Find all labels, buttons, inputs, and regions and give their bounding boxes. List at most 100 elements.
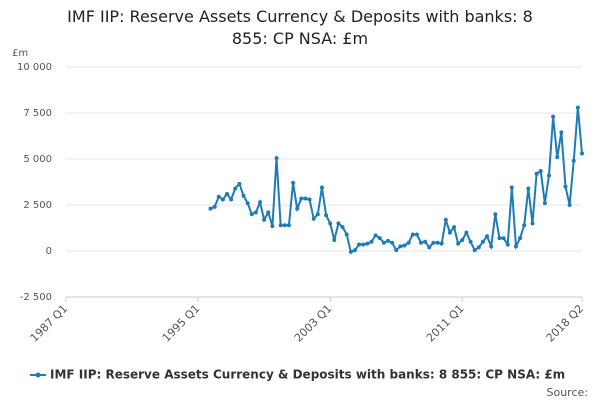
y-tick-label: -2 500: [20, 292, 52, 303]
point: [229, 197, 234, 202]
point: [332, 237, 337, 242]
point: [365, 241, 370, 246]
point: [233, 186, 238, 191]
point: [571, 158, 576, 163]
point: [394, 248, 399, 253]
point: [381, 240, 386, 245]
point: [468, 239, 473, 244]
point: [443, 217, 448, 222]
point: [336, 221, 341, 226]
point: [340, 225, 345, 230]
point: [410, 232, 415, 237]
point: [344, 232, 349, 237]
point: [241, 193, 246, 198]
point: [456, 241, 461, 246]
legend-label: IMF IIP: Reserve Assets Currency & Depos…: [50, 368, 565, 382]
y-tick-label: 10 000: [17, 62, 52, 73]
y-tick-label: 2 500: [23, 200, 52, 211]
point: [452, 225, 457, 230]
point: [319, 185, 324, 190]
point: [328, 221, 333, 226]
x-tick-label: 1987 Q1: [28, 302, 71, 345]
x-tick-label: 2003 Q1: [292, 302, 335, 345]
point: [538, 168, 543, 173]
point: [282, 223, 287, 228]
point: [563, 184, 568, 189]
legend-marker: [35, 372, 41, 378]
point: [472, 248, 477, 253]
point: [352, 248, 357, 253]
point: [245, 201, 250, 206]
point: [274, 156, 279, 161]
point: [402, 243, 407, 248]
point: [406, 240, 411, 245]
point: [295, 206, 300, 211]
point: [278, 223, 283, 228]
point: [513, 244, 518, 249]
point: [258, 200, 263, 205]
point: [423, 239, 428, 244]
point: [385, 238, 390, 243]
point: [311, 216, 316, 221]
point: [497, 236, 502, 241]
point: [439, 241, 444, 246]
point: [518, 236, 523, 241]
point: [489, 244, 494, 249]
point: [567, 203, 572, 207]
point: [485, 234, 490, 239]
point: [291, 180, 296, 185]
point: [348, 249, 353, 254]
point: [208, 206, 213, 211]
point: [414, 232, 419, 237]
point: [575, 105, 580, 110]
point: [369, 239, 374, 244]
point: [307, 197, 312, 202]
point: [315, 212, 320, 217]
point: [580, 151, 584, 156]
point: [212, 204, 217, 209]
point: [546, 173, 551, 178]
point: [493, 212, 498, 217]
x-tick-label: 2011 Q1: [424, 302, 467, 345]
point: [447, 230, 452, 235]
point: [220, 197, 225, 202]
point: [435, 240, 440, 245]
point: [431, 240, 436, 245]
point: [419, 240, 424, 245]
point: [530, 221, 535, 226]
point: [501, 236, 506, 241]
point: [534, 171, 539, 176]
point: [526, 186, 531, 191]
point: [262, 217, 267, 222]
point: [286, 223, 291, 228]
point: [427, 245, 432, 250]
point: [270, 224, 275, 229]
point: [253, 210, 258, 215]
point: [390, 240, 395, 245]
point: [398, 244, 403, 249]
point: [299, 196, 304, 201]
point: [373, 233, 378, 238]
series-line: [210, 107, 583, 254]
point: [357, 242, 362, 247]
point: [324, 213, 329, 218]
point: [505, 242, 510, 247]
point: [522, 223, 527, 228]
point: [480, 239, 485, 244]
x-tick-label: 1995 Q1: [160, 302, 203, 345]
y-tick-label: 7 500: [23, 108, 52, 119]
point: [542, 201, 547, 206]
x-tick-label: 2018 Q2: [544, 302, 587, 345]
point: [551, 114, 556, 119]
y-tick-label: 5 000: [23, 154, 52, 165]
point: [509, 185, 514, 190]
point: [361, 242, 366, 247]
point: [224, 191, 229, 196]
y-tick-label: 0: [46, 246, 52, 257]
point: [216, 194, 221, 199]
point: [237, 181, 242, 186]
point: [476, 245, 481, 250]
point: [266, 210, 271, 215]
